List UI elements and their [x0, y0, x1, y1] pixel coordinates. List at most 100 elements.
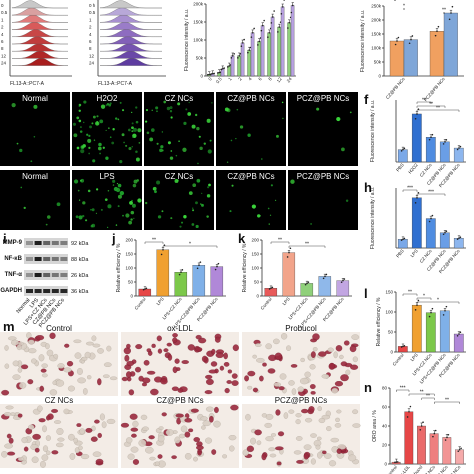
- fluorescent-cell: [95, 212, 98, 215]
- cell: [304, 371, 311, 378]
- data-point: [281, 6, 284, 8]
- oil-red-label: ox-LDL: [167, 324, 193, 333]
- fluorescent-cell: [115, 224, 118, 226]
- fluorescent-cell: [117, 183, 122, 188]
- y-tick-label: 100k: [193, 38, 204, 43]
- fluorescent-cell: [154, 190, 157, 194]
- fluorescent-cell: [251, 204, 256, 209]
- significance-mark: **: [436, 106, 440, 112]
- cell: [40, 368, 47, 373]
- cell: [103, 362, 112, 367]
- bar: [439, 310, 450, 353]
- x-tick-label: Control: [260, 296, 273, 310]
- data-point: [227, 66, 229, 68]
- data-point: [395, 461, 398, 463]
- bar-chart-n: 0 20 40 60 80 ORO area / % Control ox-LDLProbuc…: [372, 386, 466, 474]
- data-point: [448, 18, 451, 21]
- cell: [334, 423, 342, 428]
- cell: [318, 351, 327, 357]
- blot-band: [26, 273, 33, 277]
- data-point: [394, 43, 397, 46]
- bar: [260, 25, 265, 77]
- data-point: [451, 5, 454, 8]
- fluorescent-cell: [231, 184, 234, 187]
- data-point: [343, 278, 346, 280]
- cell: [340, 374, 349, 382]
- oil-red-panel: Control: [0, 324, 118, 396]
- x-tick-label: CZ@PB NCs: [385, 76, 406, 100]
- histogram-curve: [11, 0, 68, 9]
- fluorescent-cell: [198, 135, 201, 138]
- cell: [309, 364, 316, 370]
- cell: [209, 415, 214, 423]
- cell: [352, 423, 361, 428]
- cell: [171, 455, 177, 460]
- histogram-curve: [11, 29, 68, 37]
- significance-bracket: [396, 389, 410, 392]
- blot-band: [51, 241, 59, 245]
- data-point: [178, 273, 181, 276]
- histogram-label: 8: [1, 46, 4, 51]
- cell: [132, 459, 140, 465]
- cell: [5, 405, 14, 410]
- significance-mark: *: [403, 4, 405, 10]
- histogram-curve: [11, 7, 68, 16]
- fluorescent-cell: [336, 116, 341, 122]
- fluorescent-cell: [45, 223, 48, 226]
- cell: [321, 374, 330, 379]
- fluorescent-cell: [135, 120, 139, 124]
- micrograph-background: [0, 92, 70, 166]
- fluorescent-cell: [196, 178, 201, 183]
- bar: [318, 276, 332, 297]
- significance-mark: **: [278, 238, 282, 244]
- micrograph-label: CZ NCs: [165, 94, 193, 103]
- significance-bracket: [416, 297, 432, 300]
- cell: [78, 445, 83, 451]
- oil-red-label: CZ@PB NCs: [156, 396, 203, 405]
- micrograph-panel: H2O2: [72, 92, 142, 166]
- cell: [130, 446, 139, 453]
- fluorescent-cell: [78, 119, 82, 123]
- data-point: [436, 30, 438, 32]
- data-point: [408, 410, 410, 413]
- histogram-label: 6: [1, 39, 4, 44]
- kda-label: 26 kDa: [71, 273, 89, 279]
- fluorescent-cell: [179, 225, 182, 228]
- micrograph-row-g: Normal LPS CZ NCs CZ@PB NCs PCZ@PB NCs: [0, 170, 358, 230]
- cell: [128, 389, 135, 396]
- fluorescent-cell: [131, 122, 134, 125]
- cell: [38, 418, 46, 423]
- fluorescent-cell: [169, 106, 173, 110]
- bar: [192, 265, 206, 297]
- cell: [312, 333, 320, 341]
- histogram-label: 0.5: [1, 10, 8, 15]
- y-tick-label: 50: [388, 330, 394, 335]
- cell: [194, 347, 203, 352]
- fluorescent-cell: [290, 179, 295, 184]
- cell: [309, 384, 316, 390]
- cell: [45, 343, 50, 350]
- cell: [109, 376, 118, 381]
- cell: [310, 391, 316, 395]
- significance-bracket: [416, 193, 446, 196]
- bar: [425, 137, 436, 163]
- fluorescent-cell: [156, 110, 158, 113]
- data-point: [180, 271, 182, 274]
- cell: [94, 419, 100, 424]
- micrograph-panel: CZ@PB NCs: [216, 170, 286, 230]
- blot-band: [43, 257, 51, 261]
- bar: [250, 32, 255, 77]
- micrograph-label: CZ NCs: [165, 172, 193, 181]
- cell: [275, 409, 281, 416]
- bar: [429, 433, 439, 465]
- cell: [184, 453, 192, 460]
- cell: [1, 451, 8, 458]
- fluorescent-cell: [203, 142, 206, 145]
- x-tick-label: 2: [237, 76, 243, 82]
- fluorescent-cell: [87, 138, 92, 143]
- blot-band: [34, 241, 42, 245]
- cell: [135, 344, 143, 350]
- blot-band: [34, 257, 42, 261]
- bar: [411, 304, 422, 353]
- micrograph-panel: Normal: [0, 92, 70, 166]
